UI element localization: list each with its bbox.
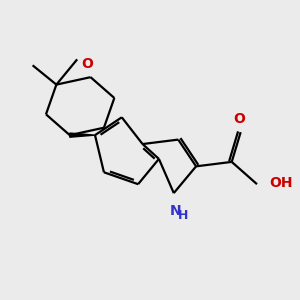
Text: O: O — [82, 57, 94, 70]
Text: H: H — [178, 208, 188, 222]
Text: N: N — [169, 204, 181, 218]
Text: O: O — [233, 112, 245, 126]
Text: OH: OH — [269, 176, 292, 190]
Polygon shape — [70, 133, 95, 137]
